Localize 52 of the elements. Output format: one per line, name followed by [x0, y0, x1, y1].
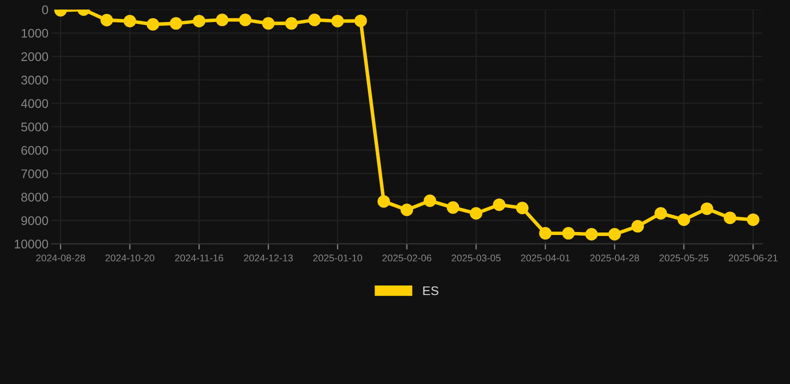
x-tick-label: 2024-12-13 — [244, 254, 293, 262]
y-tick-label: 4000 — [21, 99, 48, 108]
point — [170, 17, 182, 30]
point — [400, 204, 414, 216]
x-tick-label: 2025-05-25 — [659, 254, 708, 262]
point — [608, 228, 621, 240]
point — [331, 14, 344, 28]
point — [539, 227, 552, 240]
point — [492, 198, 506, 211]
point — [562, 227, 575, 240]
y-tick-label: 9000 — [21, 216, 48, 226]
y-tick-label: 10000 — [14, 240, 48, 248]
x-tick-label: 2025-03-05 — [452, 254, 501, 262]
point — [516, 202, 529, 214]
x-tick-label: 2025-06-21 — [728, 254, 778, 262]
legend-label: ES — [423, 286, 438, 296]
point — [724, 212, 736, 224]
x-tick-label: 2024-10-20 — [105, 254, 154, 262]
x-tick-label: 2024-11-16 — [175, 254, 224, 262]
y-tick-label: 1000 — [22, 28, 48, 38]
x-tick-label: 2025-04-28 — [590, 254, 640, 262]
point — [470, 207, 482, 220]
y-tick-label: 8000 — [21, 192, 48, 202]
point — [308, 14, 321, 26]
point — [239, 14, 252, 26]
point — [424, 194, 436, 207]
x-tick-label: 2025-01-10 — [313, 254, 362, 262]
x-tick-label: 2025-02-06 — [382, 254, 432, 262]
y-tick-label: 7000 — [21, 169, 48, 178]
point — [585, 228, 598, 240]
point — [192, 14, 206, 28]
point — [746, 213, 760, 226]
point — [378, 195, 390, 208]
point — [124, 14, 136, 28]
y-tick-label: 3000 — [21, 76, 48, 85]
y-tick-label: 6000 — [21, 146, 48, 155]
y-tick-label: 0 — [42, 5, 48, 14]
x-tick-label: 2025-04-01 — [520, 254, 570, 262]
y-tick-label: 2000 — [21, 52, 48, 62]
point — [100, 14, 114, 26]
point — [262, 17, 275, 30]
point — [678, 213, 690, 226]
point — [354, 14, 367, 28]
point — [285, 17, 298, 30]
point — [146, 18, 160, 31]
x-tick-label: 2024-08-28 — [36, 254, 86, 262]
point — [631, 220, 644, 233]
point — [446, 201, 460, 214]
point — [700, 202, 714, 215]
y-tick-label: 5000 — [21, 122, 48, 132]
point — [216, 14, 228, 26]
point — [654, 207, 668, 220]
